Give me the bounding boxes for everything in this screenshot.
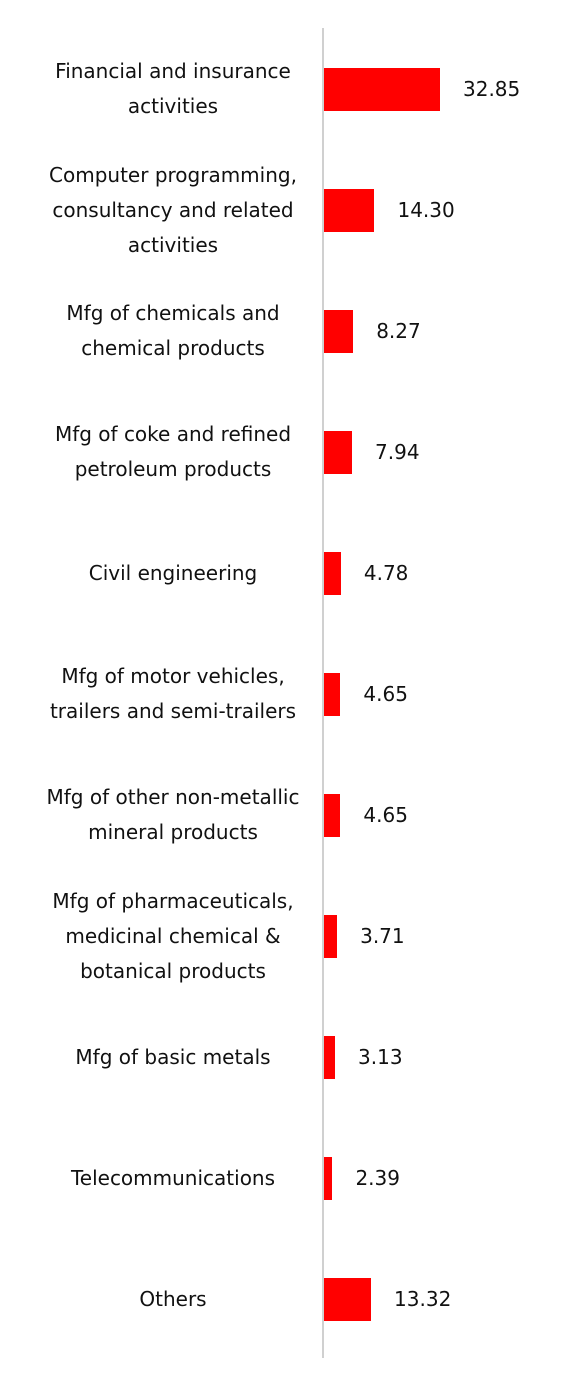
category-label: Others	[139, 1286, 207, 1311]
bar	[324, 1156, 333, 1200]
bar	[324, 672, 341, 716]
category-label: Mfg of motor vehicles, trailers and semi…	[49, 664, 297, 723]
bar	[324, 309, 354, 353]
bar	[324, 551, 341, 595]
bar	[324, 430, 353, 474]
value-label: 8.27	[376, 319, 421, 343]
bar	[324, 1277, 372, 1321]
axis-line	[322, 28, 324, 1358]
category-label: Financial and insurance activities	[55, 59, 291, 118]
bar	[324, 914, 338, 958]
category-label: Mfg of coke and refined petroleum produc…	[54, 422, 292, 481]
value-label: 14.30	[397, 198, 455, 222]
category-label: Mfg of chemicals and chemical products	[66, 301, 280, 360]
bar	[324, 793, 341, 837]
value-label: 3.71	[360, 924, 405, 948]
category-label: Mfg of pharmaceuticals, medicinal chemic…	[52, 888, 294, 983]
value-label: 7.94	[375, 440, 420, 464]
value-label: 4.65	[363, 682, 408, 706]
category-label: Computer programming, consultancy and re…	[49, 162, 297, 257]
category-label: Telecommunications	[70, 1165, 276, 1190]
category-label: Civil engineering	[88, 560, 258, 585]
category-label: Mfg of basic metals	[75, 1044, 271, 1069]
value-label: 32.85	[463, 77, 521, 101]
value-label: 3.13	[358, 1045, 403, 1069]
value-label: 4.65	[363, 803, 408, 827]
bar	[324, 67, 440, 111]
value-label: 13.32	[394, 1287, 452, 1311]
bar	[324, 1035, 336, 1079]
bar	[324, 188, 375, 232]
value-label: 4.78	[363, 561, 409, 585]
category-label: Mfg of other non-metallic mineral produc…	[46, 785, 300, 844]
value-label: 2.39	[355, 1166, 400, 1190]
